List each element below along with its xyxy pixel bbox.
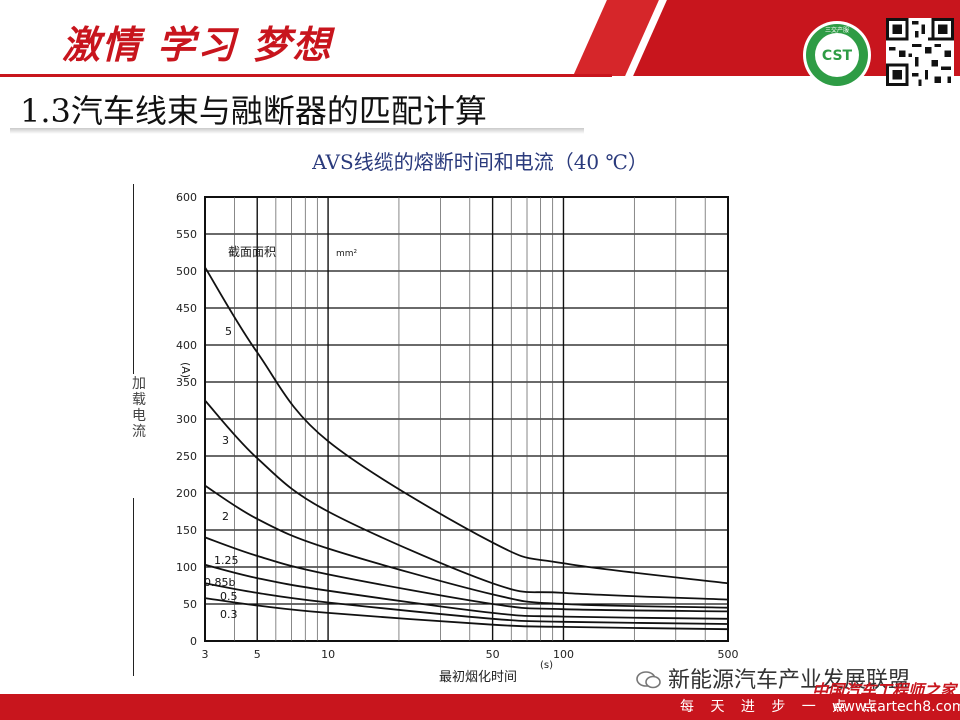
series-line-3 — [204, 399, 729, 601]
y-tick-label: 350 — [176, 376, 197, 389]
side-rule-top — [133, 184, 134, 374]
wechat-icon — [636, 671, 661, 689]
title-underline — [10, 128, 584, 134]
cst-logo: CST 三交产服 — [803, 21, 871, 89]
series-line-5 — [204, 266, 729, 585]
header-rule — [0, 74, 612, 77]
series-label: 3 — [222, 434, 229, 447]
footer-bar — [0, 694, 960, 720]
series-label: 0.5 — [220, 590, 238, 603]
series-label: 2 — [222, 510, 229, 523]
y-tick-labels: 0 50 100 150 200 250 300 350 400 450 500 550 600 — [176, 191, 197, 648]
wechat-account-name: 新能源汽车产业发展联盟 — [668, 668, 911, 693]
x-tick-label: 10 — [321, 648, 335, 661]
series-label: 1.25 — [214, 554, 239, 567]
y-tick-label: 50 — [183, 598, 197, 611]
series-label: 0.3 — [220, 608, 238, 621]
series-label: 5 — [225, 325, 232, 338]
series-line-0.85b — [204, 563, 729, 620]
y-tick-label: 300 — [176, 413, 197, 426]
chart-title: AVS线缆的熔断时间和电流（40 ℃） — [312, 150, 648, 174]
x-tick-label: 5 — [254, 648, 261, 661]
y-tick-label: 600 — [176, 191, 197, 204]
qr-code — [886, 18, 954, 86]
logo-text: CST — [822, 48, 853, 64]
y-tick-label: 100 — [176, 561, 197, 574]
x-axis-label: 最初烟化时间 — [439, 670, 517, 685]
series-curves — [204, 266, 729, 631]
series-line-0.3 — [204, 597, 729, 631]
logo-sub: 三交产服 — [825, 26, 849, 34]
y-tick-label: 450 — [176, 302, 197, 315]
series-label: 0.85b — [204, 576, 235, 589]
x-axis-unit: (s) — [540, 660, 553, 671]
side-rule-bottom — [133, 498, 134, 676]
y-tick-label: 400 — [176, 339, 197, 352]
y-tick-label: 200 — [176, 487, 197, 500]
wechat-account: 新能源汽车产业发展联盟 — [636, 662, 910, 694]
x-tick-labels: 3 5 10 50 100 500 — [202, 648, 739, 661]
chart-grid — [204, 196, 729, 642]
series-line-0.5 — [204, 582, 729, 625]
section-title: 1.3汽车线束与融断器的匹配计算 — [20, 92, 487, 130]
legend-title: 截面面积 — [228, 245, 276, 259]
x-tick-label: 50 — [486, 648, 500, 661]
x-tick-label: 3 — [202, 648, 209, 661]
y-tick-label: 250 — [176, 450, 197, 463]
y-tick-label: 150 — [176, 524, 197, 537]
footer-motto: 每 天 进 步 一 点 点 — [680, 699, 883, 715]
y-tick-label: 500 — [176, 265, 197, 278]
watermark-url: www.cartech8.com — [832, 699, 960, 715]
x-tick-label: 500 — [718, 648, 739, 661]
series-line-1.25 — [204, 536, 729, 613]
y-tick-label: 550 — [176, 228, 197, 241]
x-tick-label: 100 — [553, 648, 574, 661]
y-axis-label: (A) — [179, 362, 192, 378]
series-line-2 — [204, 484, 729, 609]
y-tick-label: 0 — [190, 635, 197, 648]
slogan: 激情 学习 梦想 — [62, 22, 333, 67]
y-axis-label-cn: 加载电流 — [130, 376, 148, 440]
legend-unit: mm² — [336, 249, 358, 259]
watermark: 中国汽车工程师之家 — [812, 681, 957, 700]
